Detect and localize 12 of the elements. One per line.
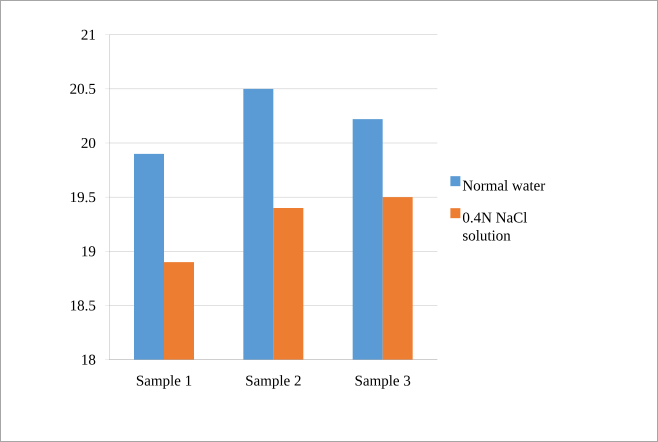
x-tick-label: Sample 2 bbox=[246, 375, 301, 389]
x-tick-label: Sample 3 bbox=[356, 375, 410, 389]
legend-label: Normal water bbox=[462, 180, 546, 191]
y-tick-label: 19 bbox=[82, 246, 96, 256]
y-tick-label: 18 bbox=[82, 354, 96, 365]
legend-label: 0.4N NaCl solution bbox=[462, 212, 528, 241]
y-tick-label: 18.5 bbox=[70, 300, 96, 311]
y-tick-label: 21 bbox=[82, 30, 95, 40]
y-tick-label: 19.5 bbox=[70, 192, 96, 202]
y-tick-label: 20.5 bbox=[70, 84, 96, 94]
x-tick-label: Sample 1 bbox=[136, 375, 192, 389]
y-tick-label: 20 bbox=[82, 138, 96, 148]
